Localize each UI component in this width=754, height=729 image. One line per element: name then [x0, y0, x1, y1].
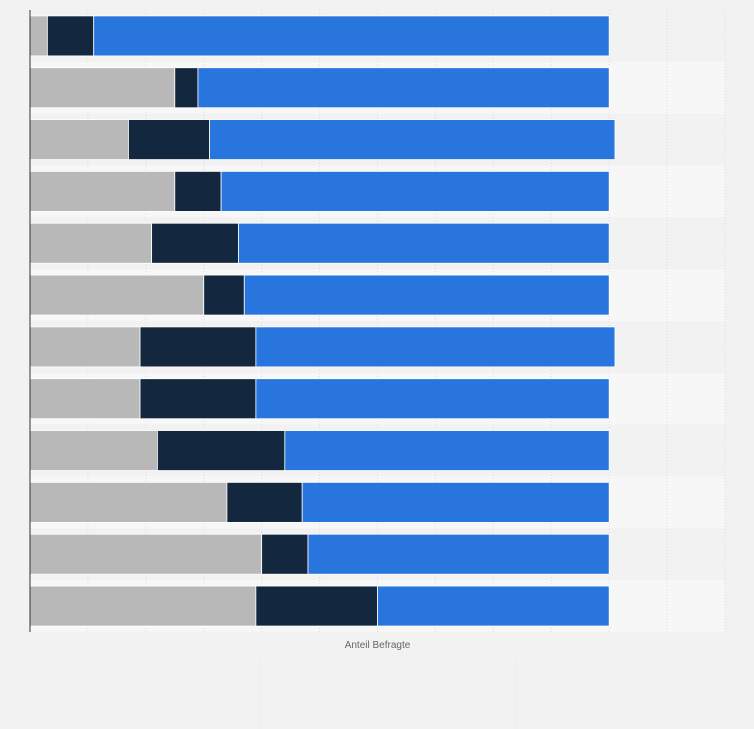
bar-segment	[29, 67, 176, 109]
bar-segment	[29, 326, 141, 368]
bar-segment	[174, 67, 199, 109]
bar-segment	[29, 274, 205, 316]
bar-segment	[29, 119, 129, 160]
bar-segment	[377, 585, 610, 627]
bar-segment	[93, 15, 610, 57]
bar-segment	[284, 430, 610, 471]
bar-segment	[151, 222, 239, 264]
bar-segment	[29, 585, 257, 627]
bar-segment	[261, 533, 309, 575]
bar-segment	[139, 326, 257, 368]
bar-segment	[238, 222, 610, 264]
bar-segments	[29, 15, 616, 627]
bar-segment	[226, 481, 303, 523]
bar-segment	[128, 119, 210, 160]
bar-segment	[209, 119, 616, 160]
bar-segment	[29, 533, 263, 575]
bar-segment	[197, 67, 610, 109]
footer-area	[0, 660, 754, 729]
footer-column	[260, 660, 517, 729]
bar-segment	[255, 378, 610, 420]
bar-segment	[29, 171, 176, 212]
bar-segment	[29, 430, 158, 471]
footer-column	[516, 660, 754, 729]
bar-segment	[29, 378, 141, 420]
bar-segment	[301, 481, 610, 523]
bar-segment	[243, 274, 610, 316]
bar-segment	[29, 222, 153, 264]
bar-segment	[255, 585, 378, 627]
x-axis-title: Anteil Befragte	[345, 640, 411, 651]
bar-segment	[220, 171, 610, 212]
bar-segment	[203, 274, 245, 316]
bar-segment	[29, 481, 228, 523]
bar-segment	[46, 15, 95, 57]
bar-segment	[139, 378, 257, 420]
bar-segment	[157, 430, 286, 471]
bar-segment	[307, 533, 610, 575]
bar-segment	[29, 15, 48, 57]
bar-segment	[174, 171, 222, 212]
bar-segment	[255, 326, 616, 368]
